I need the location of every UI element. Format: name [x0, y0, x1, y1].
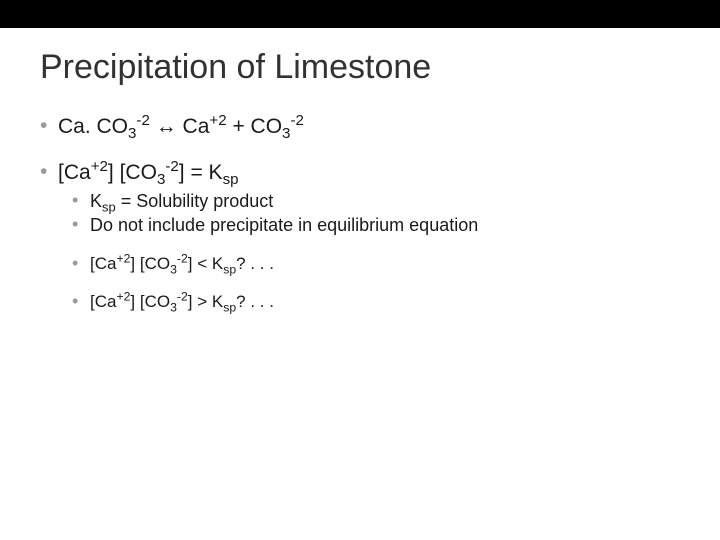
text-part: Ca. CO: [58, 115, 128, 138]
text-part: ? . . .: [236, 292, 274, 311]
bullet-equation-reaction: Ca. CO3-2 ↔ Ca+2 + CO3-2: [40, 115, 680, 139]
text-part: ] [CO: [130, 292, 170, 311]
sub-bullet-greater-than-ksp: [Ca+2] [CO3-2] > Ksp? . . .: [72, 292, 680, 312]
bullet-ksp-expression: [Ca+2] [CO3-2] = Ksp Ksp = Solubility pr…: [40, 161, 680, 312]
superscript: +2: [116, 289, 130, 303]
top-bar: [0, 0, 720, 28]
superscript: +2: [209, 112, 226, 129]
sub-bullet-list-spaced: [Ca+2] [CO3-2] < Ksp? . . . [Ca+2] [CO3-…: [58, 254, 680, 312]
text-part: ? . . .: [236, 254, 274, 273]
slide-body: Precipitation of Limestone Ca. CO3-2 ↔ C…: [0, 28, 720, 312]
sub-bullet-ksp-definition: Ksp = Solubility product: [72, 191, 680, 212]
text-part: ] > K: [188, 292, 223, 311]
subscript: sp: [223, 171, 239, 188]
text-part: ] [CO: [108, 161, 157, 184]
superscript: -2: [290, 112, 303, 129]
text-part: ] = K: [179, 161, 223, 184]
sub-bullet-less-than-ksp: [Ca+2] [CO3-2] < Ksp? . . .: [72, 254, 680, 274]
text-part: ] < K: [188, 254, 223, 273]
sub-bullet-list: Ksp = Solubility product Do not include …: [58, 191, 680, 236]
subscript: 3: [170, 300, 177, 314]
text-part: [Ca: [58, 161, 91, 184]
text-part: + CO: [227, 115, 282, 138]
superscript: -2: [165, 158, 178, 175]
superscript: -2: [177, 251, 188, 265]
subscript: 3: [170, 262, 177, 276]
text-part: = Solubility product: [116, 191, 274, 211]
subscript: sp: [223, 262, 236, 276]
sub-bullet-note: Do not include precipitate in equilibriu…: [72, 215, 680, 236]
text-part: ] [CO: [130, 254, 170, 273]
subscript: sp: [102, 200, 116, 215]
text-part: [Ca: [90, 292, 116, 311]
superscript: +2: [91, 158, 108, 175]
bullet-list: Ca. CO3-2 ↔ Ca+2 + CO3-2 [Ca+2] [CO3-2] …: [40, 115, 680, 312]
subscript: sp: [223, 300, 236, 314]
text-part: ↔ Ca: [150, 115, 210, 138]
text-part: [Ca: [90, 254, 116, 273]
slide-title: Precipitation of Limestone: [40, 48, 680, 87]
text-part: K: [90, 191, 102, 211]
superscript: -2: [177, 289, 188, 303]
superscript: -2: [136, 112, 149, 129]
superscript: +2: [116, 251, 130, 265]
